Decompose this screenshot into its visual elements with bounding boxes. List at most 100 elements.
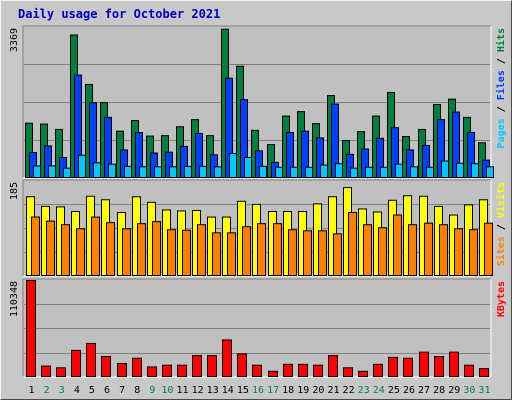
bar-pages-10: [169, 166, 177, 178]
day-label-4: 4: [74, 385, 80, 396]
bar-sites-14: [227, 232, 236, 277]
day-label-25: 25: [388, 385, 400, 396]
bar-kbytes-12: [192, 355, 202, 378]
bar-pages-11: [184, 165, 192, 178]
bar-pages-29: [456, 162, 464, 178]
bar-kbytes-26: [403, 357, 413, 378]
bar-pages-5: [93, 162, 101, 178]
bar-sites-11: [182, 229, 191, 277]
bar-sites-29: [454, 228, 463, 277]
bar-sites-6: [106, 222, 115, 276]
ymax-label-1: 185: [9, 182, 20, 200]
legend-entry-visits: Visits: [495, 182, 507, 218]
ymax-label-0: 3369: [9, 28, 20, 52]
day-label-11: 11: [176, 385, 188, 396]
bar-pages-22: [350, 167, 358, 178]
bar-sites-22: [348, 211, 357, 277]
bar-kbytes-13: [207, 355, 217, 378]
bar-pages-18: [290, 166, 298, 178]
bar-pages-9: [154, 166, 162, 178]
day-label-28: 28: [433, 385, 445, 396]
day-label-5: 5: [89, 385, 95, 396]
bar-kbytes-6: [101, 355, 111, 377]
bar-pages-13: [214, 166, 222, 178]
bar-sites-7: [122, 228, 131, 277]
bar-kbytes-3: [56, 367, 66, 378]
bar-kbytes-5: [86, 342, 96, 377]
bar-kbytes-27: [419, 351, 429, 377]
bar-sites-5: [91, 216, 100, 276]
day-label-21: 21: [327, 385, 339, 396]
day-label-23: 23: [358, 385, 370, 396]
bar-sites-8: [137, 223, 146, 276]
bar-sites-25: [393, 214, 402, 277]
bar-sites-13: [212, 232, 221, 277]
legend-entry-kbytes: KBytes: [496, 281, 507, 317]
day-label-10: 10: [161, 385, 173, 396]
bar-kbytes-10: [162, 364, 172, 378]
bar-sites-27: [424, 222, 433, 277]
bar-sites-31: [484, 222, 493, 277]
bar-kbytes-1: [26, 280, 36, 377]
bar-pages-1: [33, 165, 41, 178]
legend-2: KBytes: [496, 281, 507, 317]
bar-pages-19: [305, 166, 313, 178]
bar-pages-25: [395, 163, 403, 178]
bar-sites-28: [439, 224, 448, 277]
day-label-18: 18: [282, 385, 294, 396]
bar-sites-21: [333, 233, 342, 276]
legend-separator: /: [496, 218, 507, 236]
bar-sites-18: [288, 229, 297, 276]
bar-pages-8: [139, 166, 147, 178]
bar-kbytes-14: [222, 339, 232, 378]
day-label-8: 8: [134, 385, 140, 396]
bar-sites-10: [167, 229, 176, 276]
bar-kbytes-17: [268, 370, 278, 378]
bar-pages-17: [275, 166, 283, 178]
day-label-6: 6: [104, 385, 110, 396]
day-label-20: 20: [312, 385, 324, 396]
bar-pages-16: [259, 165, 267, 178]
bar-kbytes-31: [479, 368, 489, 378]
bar-kbytes-19: [298, 363, 308, 377]
bar-pages-6: [108, 163, 116, 178]
legend-separator: /: [496, 100, 507, 118]
bar-kbytes-20: [313, 364, 323, 378]
bar-kbytes-29: [449, 351, 459, 377]
bar-kbytes-15: [237, 353, 247, 377]
day-label-27: 27: [418, 385, 430, 396]
day-label-1: 1: [29, 385, 35, 396]
bar-pages-26: [410, 166, 418, 178]
day-label-22: 22: [343, 385, 355, 396]
bar-sites-30: [469, 229, 478, 276]
day-label-2: 2: [44, 385, 50, 396]
legend-entry-hits: Hits: [495, 28, 507, 52]
day-label-16: 16: [252, 385, 264, 396]
day-label-19: 19: [297, 385, 309, 396]
bar-pages-15: [244, 156, 252, 179]
bar-sites-9: [152, 221, 161, 276]
bar-sites-26: [408, 224, 417, 277]
bar-kbytes-4: [71, 349, 81, 378]
bar-pages-14: [229, 152, 237, 179]
bar-sites-12: [197, 224, 206, 277]
bar-kbytes-28: [434, 355, 444, 377]
bar-sites-24: [378, 227, 387, 276]
bar-pages-28: [441, 160, 449, 179]
day-label-9: 9: [149, 385, 155, 396]
ymax-label-2: 110348: [9, 281, 20, 317]
bar-pages-21: [335, 163, 343, 178]
bar-pages-7: [124, 165, 132, 178]
legend-entry-sites: Sites: [495, 236, 507, 266]
day-label-30: 30: [463, 385, 475, 396]
day-label-15: 15: [237, 385, 249, 396]
day-label-12: 12: [192, 385, 204, 396]
bar-kbytes-2: [41, 365, 51, 378]
bar-sites-3: [61, 224, 70, 277]
day-label-29: 29: [448, 385, 460, 396]
bar-kbytes-22: [343, 367, 353, 378]
bar-sites-19: [303, 230, 312, 276]
bar-kbytes-9: [147, 366, 157, 377]
